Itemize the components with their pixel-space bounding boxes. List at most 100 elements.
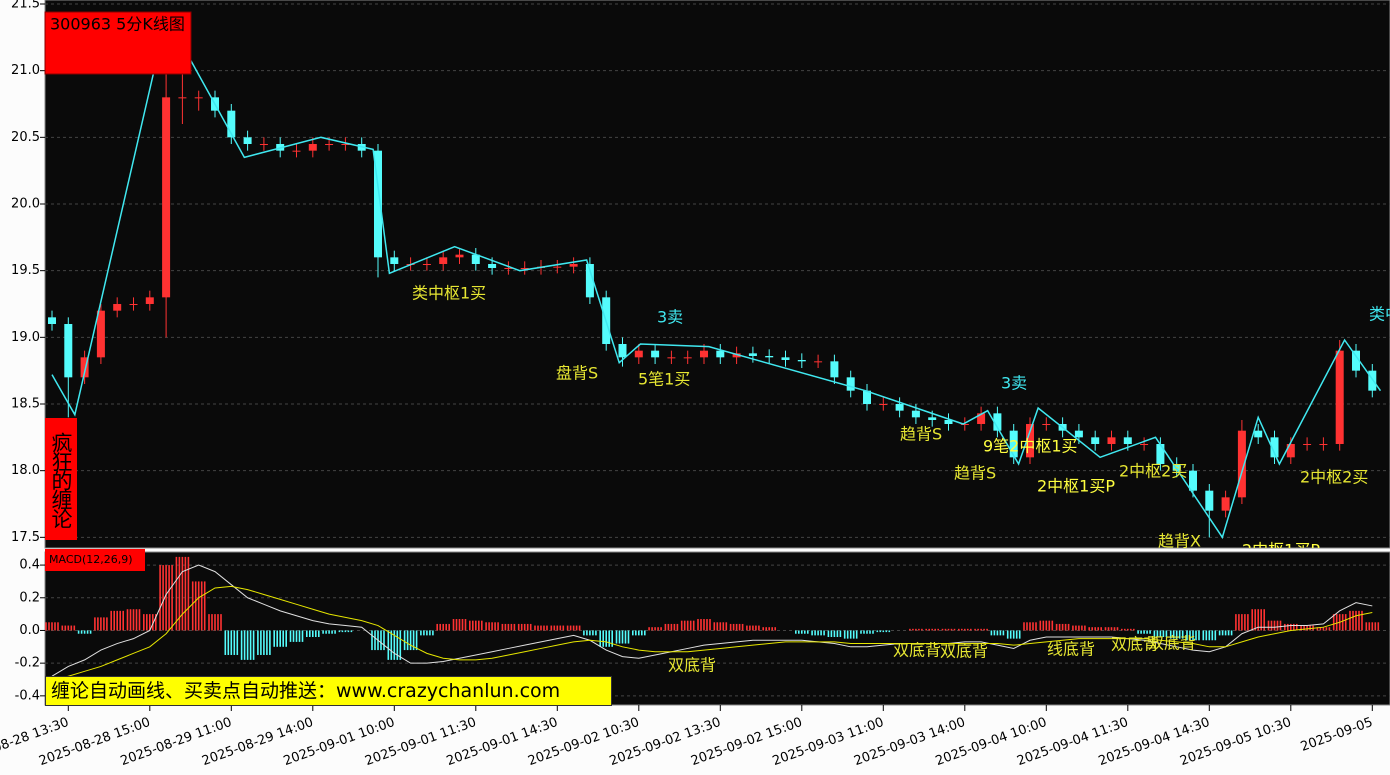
candle-body <box>259 144 268 145</box>
bi-line <box>51 59 1382 540</box>
y-tick-label: 18.0 <box>11 463 40 478</box>
annotation: 3卖 <box>657 308 683 327</box>
candle-body <box>814 361 823 363</box>
annotation: 双底背 <box>940 642 988 661</box>
y-tick-label: -0.4 <box>15 688 40 703</box>
candle-body <box>797 360 806 362</box>
candle-body <box>1189 470 1197 491</box>
candle-body <box>162 97 171 298</box>
candle-body <box>977 413 986 424</box>
y-tick-label: 21.5 <box>11 0 40 12</box>
y-tick-label: 20.5 <box>11 130 40 145</box>
candle-body <box>1270 437 1279 458</box>
candle-body <box>911 410 920 418</box>
y-tick-label: 21.0 <box>11 63 40 78</box>
banner: 缠论自动画线、买卖点自动推送：www.crazychanlun.com <box>45 676 612 706</box>
y-tick-label: 0.0 <box>19 623 40 638</box>
candle-body <box>1123 437 1132 444</box>
candle-body <box>781 357 790 360</box>
candle-body <box>1335 350 1344 444</box>
candle-body <box>64 324 73 378</box>
title-box: 300963 5分K线图 <box>44 11 192 75</box>
annotation: 双底背 <box>1111 635 1159 654</box>
candle-body <box>1172 464 1181 471</box>
candle-body <box>1107 437 1116 444</box>
candle-body <box>634 350 643 358</box>
y-tick-label: 0.2 <box>19 590 40 605</box>
candle-body <box>1205 490 1214 511</box>
candle-body <box>1352 350 1360 371</box>
annotation: 双底背 <box>668 656 716 675</box>
candle-body <box>48 317 56 324</box>
candle-body <box>960 424 969 425</box>
candle-body <box>341 144 350 145</box>
price-panel <box>44 0 1390 549</box>
y-tick-label: 19.5 <box>11 263 40 278</box>
candle-body <box>1042 424 1051 425</box>
annotation: 3卖 <box>1001 374 1027 393</box>
macd-title: MACD(12,26,9) <box>49 553 133 566</box>
chart-title: 300963 5分K线图 <box>50 15 185 34</box>
candle-body <box>1074 430 1083 438</box>
annotation: 类中枢1买 <box>412 284 486 303</box>
y-tick-label: 17.5 <box>11 530 40 545</box>
y-tick-label: 0.4 <box>19 558 40 573</box>
y-tick-label: 18.5 <box>11 397 40 412</box>
candle-body <box>863 390 871 404</box>
candle-body <box>227 110 236 138</box>
annotation: 9笔2中枢1买 <box>983 437 1078 456</box>
x-tick-label: 2025-09-05 <box>1299 715 1375 755</box>
candle-body <box>504 268 513 269</box>
candle-body <box>585 264 594 298</box>
candle-body <box>732 353 741 358</box>
candle-body <box>1156 444 1165 464</box>
annotation: 趋背S <box>954 464 996 483</box>
candle-body <box>1286 444 1295 458</box>
y-tick-label: -0.2 <box>15 656 40 671</box>
candle-body <box>765 356 774 358</box>
candle-body <box>325 144 334 145</box>
candle-body <box>390 257 399 264</box>
candle-body <box>1091 437 1100 444</box>
candle-body <box>96 310 105 358</box>
candle-body <box>243 137 252 144</box>
candle-body <box>993 413 1002 431</box>
annotation: 2中枢1买P <box>1037 477 1115 496</box>
y-tick-label: 20.0 <box>11 197 40 212</box>
candle-body <box>292 150 301 152</box>
candle-body <box>944 420 953 424</box>
candle-body <box>1221 497 1230 511</box>
candle-body <box>748 353 757 356</box>
candle-body <box>895 404 904 411</box>
candle-body <box>178 97 187 99</box>
candle-body <box>618 344 627 358</box>
candle-body <box>928 417 937 420</box>
annotation: 趋背S <box>900 425 942 444</box>
candle-body <box>471 254 480 264</box>
candle-body <box>374 150 382 258</box>
candle-body <box>879 404 888 405</box>
candle-body <box>439 257 448 264</box>
candle-body <box>830 361 839 378</box>
y-tick-label: 19.0 <box>11 330 40 345</box>
candle-body <box>1254 430 1263 438</box>
macd-dea <box>51 585 1373 680</box>
annotation: 盘背S <box>556 364 598 383</box>
candle-body <box>700 350 708 358</box>
candle-body <box>1319 444 1328 445</box>
annotation: 趋背X <box>1158 532 1201 551</box>
candle-body <box>455 254 464 258</box>
candle-body <box>667 357 676 359</box>
candle-body <box>488 264 497 268</box>
macd-title-box: MACD(12,26,9) <box>45 549 145 571</box>
candle-body <box>1140 444 1149 445</box>
annotation: 线底背 <box>1047 640 1095 659</box>
candle-body <box>129 304 138 305</box>
side-label: 疯狂的缠论 <box>45 418 77 540</box>
candle-body <box>846 377 855 391</box>
annotation: 2中枢2买 <box>1300 468 1368 487</box>
annotation: 5笔1买 <box>638 370 690 389</box>
